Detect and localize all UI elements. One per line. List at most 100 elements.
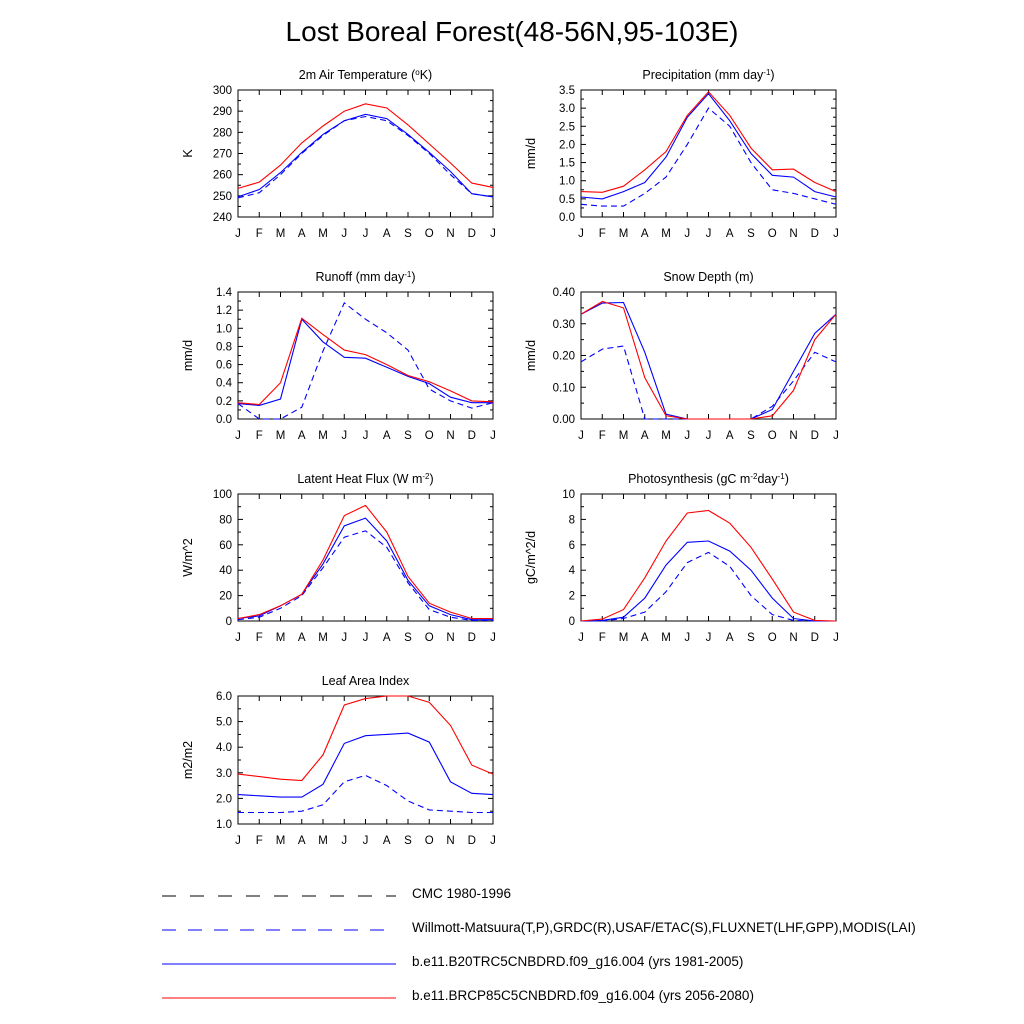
plot-frame — [580, 493, 837, 622]
series-line-b-e11-b20trc5cnbdrd-f09-g16-004 — [237, 732, 494, 798]
y-tick-label: 0.00 — [553, 414, 575, 426]
x-tick-label: N — [789, 228, 797, 240]
title-superscript: -1 — [404, 270, 412, 279]
y-tick-label: 100 — [213, 489, 232, 501]
x-tick-label: S — [747, 632, 755, 644]
y-axis-label: gC/m^2/d — [524, 531, 538, 584]
x-tick-label: M — [318, 430, 328, 442]
x-tick-label: A — [298, 228, 306, 240]
x-tick-label: D — [811, 632, 819, 644]
x-tick-label: J — [833, 430, 839, 442]
legend-label-historical: b.e11.B20TRC5CNBDRD.f09_g16.004 (yrs 198… — [412, 954, 744, 969]
y-tick-label: 60 — [219, 540, 232, 552]
series-line-b-e11-brcp85c5cnbdrd-f09-g16-004 — [580, 509, 837, 622]
y-tick-label: 0.10 — [553, 382, 575, 394]
title-superscript: o — [415, 68, 420, 77]
x-tick-label: O — [768, 632, 777, 644]
y-tick-label: 280 — [213, 127, 232, 139]
title-text: Leaf Area Index — [322, 674, 410, 688]
x-tick-label: J — [363, 835, 369, 847]
x-tick-label: A — [641, 430, 649, 442]
y-tick-label: 3.0 — [559, 103, 575, 115]
title-superscript: -2 — [750, 472, 758, 481]
panel-title: Snow Depth (m) — [663, 270, 753, 284]
plot-frame — [580, 291, 837, 420]
y-axis-label: mm/d — [181, 340, 195, 371]
plot-frame — [237, 493, 494, 622]
x-tick-label: M — [619, 430, 629, 442]
title-text: Snow Depth (m) — [663, 270, 753, 284]
figure-title: Lost Boreal Forest(48-56N,95-103E) — [285, 16, 739, 47]
series-line-b-e11-b20trc5cnbdrd-f09-g16-004 — [237, 113, 494, 198]
legend-label-observations: Willmott-Matsuura(T,P),GRDC(R),USAF/ETAC… — [412, 920, 916, 935]
x-tick-label: J — [363, 430, 369, 442]
panel-title: Precipitation (mm day-1) — [642, 68, 774, 83]
panel-title: Photosynthesis (gC m-2day-1) — [628, 472, 789, 487]
y-axis-label: W/m^2 — [181, 538, 195, 577]
plot-frame — [237, 695, 494, 825]
y-tick-label: 250 — [213, 191, 232, 203]
y-tick-label: 0 — [569, 616, 575, 628]
x-tick-label: J — [684, 632, 690, 644]
x-tick-label: D — [468, 835, 476, 847]
title-text: Photosynthesis (gC m — [628, 472, 750, 486]
series-line-b-e11-b20trc5cnbdrd-f09-g16-004 — [580, 92, 837, 200]
x-tick-label: N — [446, 632, 454, 644]
y-tick-label: 290 — [213, 106, 232, 118]
y-tick-label: 4.0 — [216, 742, 232, 754]
panel-leaf-area-index: J F M A M J J A S O N D J1.02.03.04.05.06.0m2/m2Leaf… — [181, 674, 496, 847]
x-tick-label: J — [706, 228, 712, 240]
y-tick-label: 0.0 — [559, 212, 575, 224]
x-tick-label: D — [468, 228, 476, 240]
y-tick-label: 0.30 — [553, 319, 575, 331]
x-tick-label: S — [747, 430, 755, 442]
y-tick-label: 3.5 — [559, 85, 575, 97]
y-tick-label: 2.0 — [216, 793, 232, 805]
panel-title: Leaf Area Index — [322, 674, 410, 688]
y-tick-label: 10 — [562, 489, 575, 501]
title-text: ) — [785, 472, 789, 486]
y-tick-label: 2.0 — [559, 139, 575, 151]
panel-precipitation-mm-day: J F M A M J J A S O N D J0.00.51.01.52.02.53.03.5mm/… — [524, 68, 839, 241]
x-tick-label: A — [298, 632, 306, 644]
y-tick-label: 20 — [219, 591, 232, 603]
x-tick-label: A — [298, 430, 306, 442]
y-tick-label: 0.20 — [553, 351, 575, 363]
x-tick-label: M — [661, 632, 671, 644]
y-tick-label: 240 — [213, 212, 232, 224]
title-superscript: -2 — [422, 472, 430, 481]
x-tick-label: J — [363, 228, 369, 240]
title-superscript: -1 — [778, 472, 786, 481]
title-text: ) — [411, 270, 415, 284]
x-tick-label: M — [276, 632, 286, 644]
y-tick-label: 8 — [569, 514, 575, 526]
series-line-b-e11-brcp85c5cnbdrd-f09-g16-004 — [580, 300, 837, 420]
y-axis-label: mm/d — [524, 340, 538, 371]
y-tick-label: 40 — [219, 565, 232, 577]
y-tick-label: 4 — [569, 565, 576, 577]
x-tick-label: J — [363, 632, 369, 644]
y-tick-label: 1.2 — [216, 305, 232, 317]
x-tick-label: O — [768, 228, 777, 240]
x-tick-label: S — [404, 430, 412, 442]
x-tick-label: J — [341, 430, 347, 442]
x-tick-label: M — [619, 632, 629, 644]
x-tick-label: J — [341, 835, 347, 847]
series-line-willmott-matsuura — [580, 107, 837, 207]
panel-photosynthesis-gc-m: J F M A M J J A S O N D J0246810gC/m^2/dPhotosynthes… — [524, 472, 839, 645]
panel-title: 2m Air Temperature (oK) — [299, 68, 432, 83]
x-tick-label: A — [383, 632, 391, 644]
series-line-usaf-etac — [580, 345, 837, 420]
x-tick-label: J — [578, 430, 584, 442]
series-line-b-e11-b20trc5cnbdrd-f09-g16-004 — [580, 540, 836, 622]
series-line-willmott-matsuura — [237, 115, 494, 199]
series-line-b-e11-b20trc5cnbdrd-f09-g16-004 — [237, 318, 493, 406]
x-tick-label: A — [726, 228, 734, 240]
series-line-b-e11-b20trc5cnbdrd-f09-g16-004 — [580, 301, 837, 420]
y-tick-label: 0.5 — [559, 194, 575, 206]
y-tick-label: 2.5 — [559, 121, 575, 133]
x-tick-label: F — [256, 430, 263, 442]
x-tick-label: J — [235, 430, 241, 442]
